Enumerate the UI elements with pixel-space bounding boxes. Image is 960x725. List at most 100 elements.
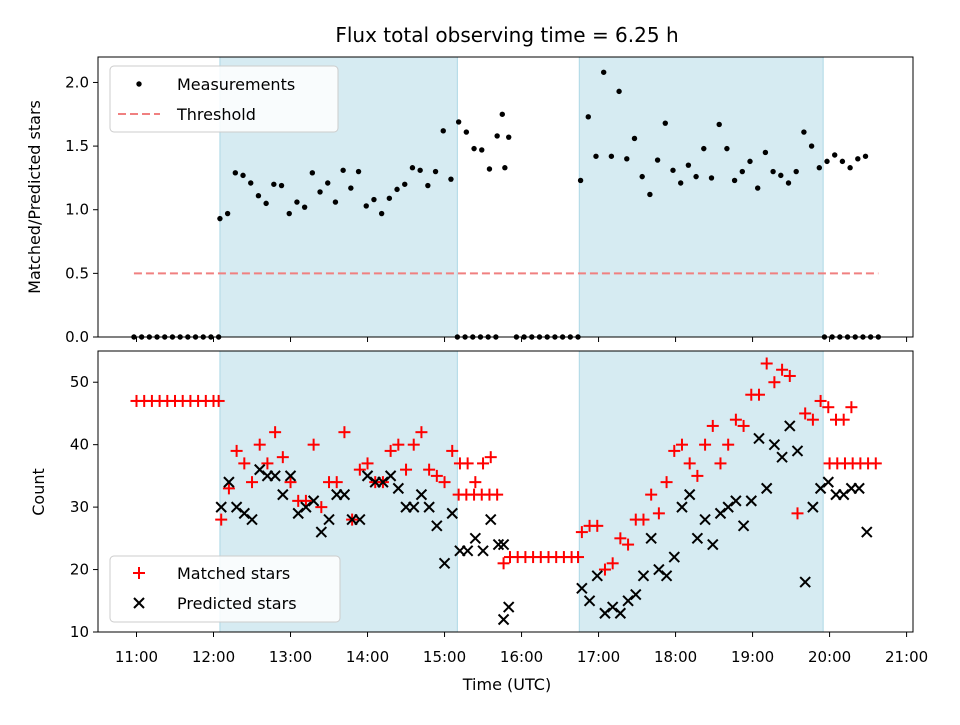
measurement-point <box>708 175 715 181</box>
predicted-star-point <box>606 601 619 613</box>
predicted-star-point-b <box>637 570 650 582</box>
measurement-point <box>479 147 485 153</box>
predicted-star-point <box>807 501 819 513</box>
measurement-point <box>824 158 830 165</box>
predicted-star-point <box>699 513 711 526</box>
matched-star-point <box>614 532 627 545</box>
measurement-point <box>402 181 408 187</box>
predicted-star-point-b <box>807 501 819 513</box>
matched-star-point <box>752 388 765 401</box>
measurement-point <box>747 158 753 165</box>
predicted-star-point-b <box>660 570 673 582</box>
predicted-star-point-b <box>238 507 251 520</box>
predicted-star-point-b <box>338 488 351 501</box>
predicted-star-point-b <box>408 501 420 513</box>
measurement-point <box>332 199 339 205</box>
top-y-tick-label: 1.0 <box>65 201 89 219</box>
matched-star-point <box>222 482 235 495</box>
predicted-star-point-b <box>315 526 328 538</box>
predicted-star-point <box>354 513 366 526</box>
predicted-star-point <box>277 488 289 501</box>
matched-star-point <box>691 469 704 482</box>
predicted-star-point-b <box>438 557 451 570</box>
matched-star-point <box>212 394 225 407</box>
predicted-star-point <box>497 538 510 551</box>
measurement-point <box>670 167 676 173</box>
predicted-star-point-b <box>469 532 482 545</box>
predicted-star-point-b <box>423 501 435 513</box>
matched-star-point <box>246 476 259 489</box>
predicted-star-point-b <box>606 601 619 613</box>
measurement-point <box>631 135 638 142</box>
measurement-point <box>471 145 477 152</box>
predicted-star-point <box>591 570 603 582</box>
predicted-star-point-b <box>707 538 719 551</box>
measurement-point <box>739 168 745 175</box>
predicted-star-point <box>730 495 742 507</box>
matched-star-point <box>238 457 251 470</box>
matched-star-point <box>497 557 510 570</box>
predicted-star-point <box>660 570 673 582</box>
legend-predicted-marker <box>133 597 145 609</box>
bottom-plot-frame <box>97 350 914 633</box>
measurement-point <box>506 134 512 140</box>
predicted-star-point <box>753 432 765 445</box>
bottom-legend: Matched stars Predicted stars <box>109 555 341 623</box>
matched-star-point <box>822 401 835 414</box>
measurement-point <box>701 145 707 152</box>
predicted-star-point <box>768 438 781 451</box>
top-y-tick-label: 0.0 <box>65 328 89 346</box>
matched-star-point <box>814 394 827 407</box>
predicted-star-point <box>338 488 351 501</box>
matched-star-point <box>430 469 443 482</box>
top-y-tick-label: 0.5 <box>65 264 89 282</box>
predicted-star-point <box>431 520 443 532</box>
predicted-star-point-b <box>497 538 510 551</box>
predicted-star-point-b <box>300 501 312 513</box>
predicted-star-point-b <box>497 613 510 626</box>
measurement-point <box>647 191 653 198</box>
x-tick-label: 16:00 <box>500 648 543 666</box>
matched-star-point <box>837 413 850 426</box>
x-tick-label: 21:00 <box>885 648 928 666</box>
predicted-star-point <box>814 482 827 495</box>
predicted-star-point <box>503 601 515 613</box>
predicted-star-point <box>469 532 482 545</box>
matched-star-point <box>622 538 635 551</box>
matched-star-point <box>652 507 665 520</box>
predicted-star-point <box>791 445 804 457</box>
matched-star-point <box>230 444 243 457</box>
x-tick-label: 12:00 <box>192 648 235 666</box>
matched-star-point <box>768 376 781 389</box>
chart-title: Flux total observing time = 6.25 h <box>335 23 678 47</box>
top-plot-frame <box>97 56 914 338</box>
predicted-star-point-b <box>799 576 811 588</box>
matched-star-point <box>776 363 789 376</box>
measurement-point <box>685 162 692 168</box>
predicted-star-point-b <box>492 538 505 551</box>
predicted-star-point <box>377 476 389 488</box>
predicted-star-point-b <box>230 501 243 513</box>
measurement-point <box>593 153 599 159</box>
measurement-point <box>255 193 262 199</box>
measurement-point <box>317 189 323 195</box>
predicted-star-point-b <box>730 495 742 507</box>
measurement-point <box>417 167 423 173</box>
predicted-star-point <box>583 595 596 607</box>
x-tick-label: 13:00 <box>269 648 312 666</box>
predicted-star-point-b <box>737 520 750 532</box>
x-tick-label: 11:00 <box>115 648 158 666</box>
matched-star-point <box>869 457 882 470</box>
measurement-point <box>340 167 346 173</box>
matched-star-point <box>606 557 619 570</box>
matched-star-point <box>461 457 474 470</box>
matched-star-point <box>284 476 297 489</box>
matched-star-point <box>799 407 812 420</box>
predicted-star-point <box>230 501 243 513</box>
predicted-star-point <box>822 476 834 488</box>
predicted-star-point-b <box>622 595 634 607</box>
matched-star-point <box>722 438 735 451</box>
measurement-point <box>693 173 699 180</box>
measurement-point <box>309 170 316 176</box>
